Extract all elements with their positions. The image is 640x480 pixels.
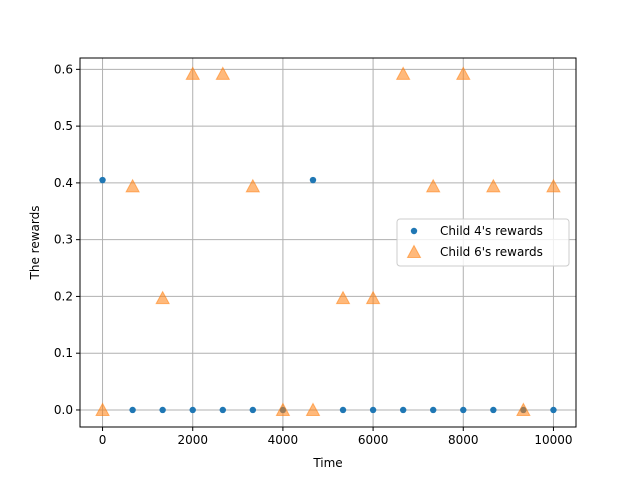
y-tick-label: 0.1 xyxy=(54,346,73,360)
data-point xyxy=(365,290,381,305)
y-tick-label: 0.0 xyxy=(54,403,73,417)
data-point xyxy=(159,406,166,414)
data-point xyxy=(399,406,407,414)
data-point xyxy=(189,406,196,414)
legend: Child 4's rewards Child 6's rewards xyxy=(396,218,570,267)
data-point xyxy=(219,406,227,414)
x-tick-label: 0 xyxy=(99,433,107,447)
legend-label-child-6: Child 6's rewards xyxy=(440,245,543,259)
series-child-6 xyxy=(95,66,561,416)
data-point xyxy=(486,178,501,193)
data-point xyxy=(215,66,231,80)
data-point xyxy=(305,402,321,416)
data-point xyxy=(155,290,170,305)
data-point xyxy=(125,178,140,193)
data-point xyxy=(516,402,531,416)
data-point xyxy=(185,66,201,80)
data-point xyxy=(339,406,347,414)
data-point xyxy=(245,178,261,193)
legend-marker-child-6 xyxy=(406,244,422,259)
x-tick-label: 2000 xyxy=(177,433,208,447)
data-point xyxy=(335,290,351,305)
y-axis-title: The rewards xyxy=(28,206,42,281)
data-point xyxy=(99,176,106,184)
data-point xyxy=(95,402,110,416)
plot-area-frame xyxy=(79,57,577,428)
legend-marker-child-4 xyxy=(410,227,418,235)
data-point xyxy=(275,402,291,416)
y-tick-label: 0.5 xyxy=(54,119,73,133)
data-point xyxy=(460,406,467,414)
y-tick-label: 0.3 xyxy=(54,233,73,247)
x-axis-title: Time xyxy=(312,456,342,470)
legend-marker-circle xyxy=(410,227,418,235)
data-point xyxy=(425,178,441,193)
legend-marker-triangle xyxy=(406,244,422,259)
series-layer xyxy=(95,66,561,416)
data-point xyxy=(395,66,411,80)
data-point xyxy=(249,406,257,414)
legend-label-child-4: Child 4's rewards xyxy=(440,224,543,238)
y-tick-label: 0.6 xyxy=(54,62,73,76)
data-point xyxy=(490,406,497,414)
legend-box xyxy=(396,218,570,267)
data-point xyxy=(455,66,471,80)
data-point xyxy=(546,178,561,193)
y-tick-label: 0.4 xyxy=(54,176,73,190)
data-point xyxy=(550,406,557,414)
data-point xyxy=(369,406,377,414)
x-tick-label: 6000 xyxy=(358,433,389,447)
x-tick-label: 8000 xyxy=(448,433,479,447)
data-point xyxy=(129,406,136,414)
data-point xyxy=(309,176,317,184)
x-tick-label: 4000 xyxy=(268,433,299,447)
x-tick-label: 10000 xyxy=(534,433,572,447)
y-tick-label: 0.2 xyxy=(54,289,73,303)
tick-layer: 0 2000 4000 6000 8000 10000 0.0 0.1 0.2 0.3 0.4 0.5… xyxy=(54,62,573,447)
data-point xyxy=(429,406,437,414)
